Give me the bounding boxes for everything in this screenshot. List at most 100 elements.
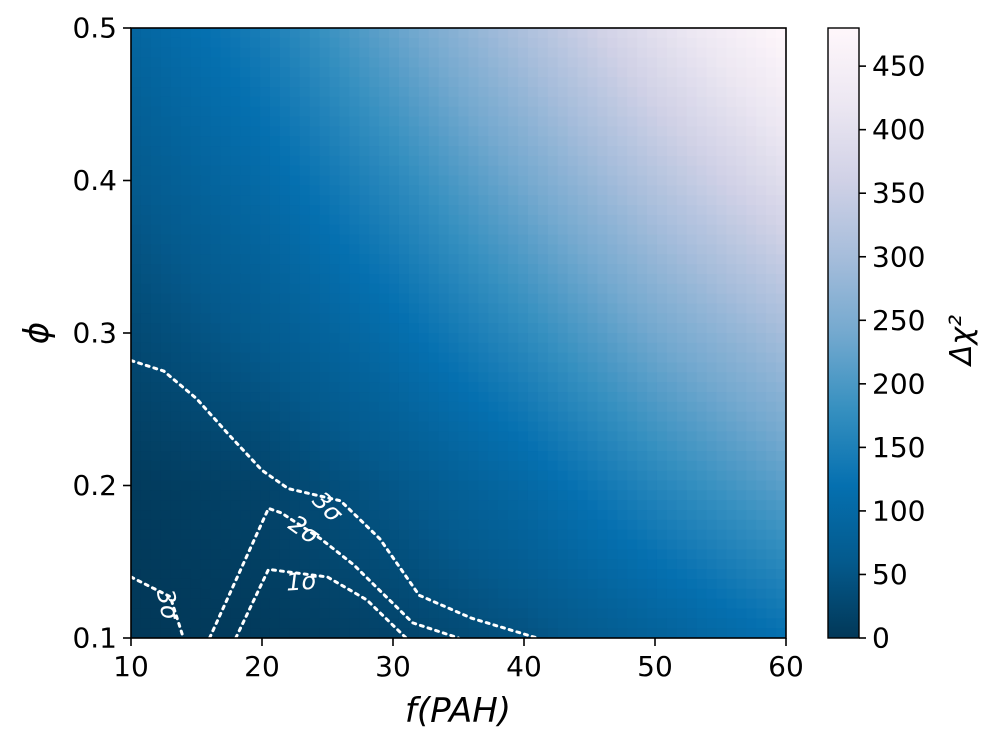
heatmap-cell xyxy=(647,382,658,393)
heatmap-cell xyxy=(309,421,321,432)
heatmap-cell xyxy=(696,431,708,442)
heatmap-cell xyxy=(746,618,757,629)
heatmap-cell xyxy=(656,37,668,49)
heatmap-cell xyxy=(408,411,420,423)
heatmap-cell xyxy=(557,529,569,541)
heatmap-cell xyxy=(170,539,182,551)
heatmap-cell xyxy=(498,490,509,501)
heatmap-cell xyxy=(359,254,370,265)
heatmap-cell xyxy=(200,608,211,619)
heatmap-cell xyxy=(518,155,529,167)
heatmap-cell xyxy=(230,441,241,452)
heatmap-cell xyxy=(438,421,450,432)
heatmap-cell xyxy=(180,146,192,157)
heatmap-cell xyxy=(160,106,172,118)
heatmap-cell xyxy=(587,421,599,432)
heatmap-cell xyxy=(537,510,549,521)
heatmap-cell xyxy=(309,313,321,324)
heatmap-cell xyxy=(488,608,499,619)
heatmap-cell xyxy=(607,411,618,423)
heatmap-cell xyxy=(478,372,489,383)
heatmap-cell xyxy=(339,480,350,492)
heatmap-cell xyxy=(319,155,331,167)
heatmap-cell xyxy=(518,411,529,423)
heatmap-cell xyxy=(557,106,569,118)
heatmap-cell xyxy=(746,175,757,187)
heatmap-cell xyxy=(398,146,410,157)
heatmap-cell xyxy=(190,313,202,324)
heatmap-cell xyxy=(210,441,221,452)
heatmap-cell xyxy=(339,608,350,619)
heatmap-cell xyxy=(468,224,479,236)
heatmap-cell xyxy=(647,244,658,255)
heatmap-cell xyxy=(160,116,172,127)
heatmap-cell xyxy=(319,559,331,570)
heatmap-cell xyxy=(458,441,470,452)
heatmap-cell xyxy=(359,273,370,285)
heatmap-cell xyxy=(269,313,281,324)
heatmap-cell xyxy=(577,37,589,49)
heatmap-cell xyxy=(349,431,360,442)
heatmap-cell xyxy=(398,264,410,275)
heatmap-cell xyxy=(210,470,221,482)
heatmap-cell xyxy=(140,333,152,344)
heatmap-cell xyxy=(617,598,628,610)
heatmap-cell xyxy=(627,500,638,511)
heatmap-cell xyxy=(150,608,162,619)
heatmap-cell xyxy=(150,146,162,157)
heatmap-cell xyxy=(587,205,599,216)
heatmap-cell xyxy=(299,519,311,531)
heatmap-cell xyxy=(140,441,152,452)
heatmap-cell xyxy=(706,519,718,531)
heatmap-cell xyxy=(339,411,350,423)
heatmap-cell xyxy=(131,146,142,157)
heatmap-cell xyxy=(170,549,182,560)
heatmap-cell xyxy=(666,559,678,570)
heatmap-cell xyxy=(160,372,172,383)
heatmap-cell xyxy=(150,460,162,472)
heatmap-cell xyxy=(766,588,777,600)
heatmap-cell xyxy=(656,313,668,324)
heatmap-cell xyxy=(518,480,529,492)
heatmap-cell xyxy=(766,175,777,187)
heatmap-cell xyxy=(170,421,182,432)
heatmap-cell xyxy=(339,569,350,580)
heatmap-cell xyxy=(726,608,737,619)
heatmap-cell xyxy=(746,460,757,472)
heatmap-cell xyxy=(131,87,142,98)
heatmap-cell xyxy=(676,382,688,393)
heatmap-cell xyxy=(587,195,599,206)
heatmap-cell xyxy=(597,57,608,68)
heatmap-cell xyxy=(746,529,757,541)
heatmap-cell xyxy=(627,106,638,118)
heatmap-cell xyxy=(190,510,202,521)
heatmap-cell xyxy=(190,372,202,383)
heatmap-cell xyxy=(498,529,509,541)
heatmap-cell xyxy=(676,28,688,39)
heatmap-cell xyxy=(607,155,618,167)
heatmap-cell xyxy=(458,28,470,39)
heatmap-cell xyxy=(190,451,202,462)
heatmap-cell xyxy=(686,539,698,551)
heatmap-cell xyxy=(686,87,698,98)
heatmap-cell xyxy=(716,519,728,531)
heatmap-cell xyxy=(656,362,668,373)
heatmap-cell xyxy=(607,264,618,275)
heatmap-cell xyxy=(428,106,440,118)
heatmap-cell xyxy=(597,273,608,285)
heatmap-cell xyxy=(537,136,549,147)
heatmap-cell xyxy=(686,224,698,236)
heatmap-cell xyxy=(498,283,509,295)
heatmap-cell xyxy=(150,37,162,49)
heatmap-cell xyxy=(567,628,579,638)
heatmap-cell xyxy=(359,598,370,610)
heatmap-cell xyxy=(518,618,529,629)
heatmap-cell xyxy=(567,155,579,167)
heatmap-cell xyxy=(339,283,350,295)
heatmap-cell xyxy=(696,500,708,511)
heatmap-cell xyxy=(527,185,539,196)
heatmap-cell xyxy=(756,490,767,501)
heatmap-cell xyxy=(299,559,311,570)
heatmap-cell xyxy=(617,37,628,49)
